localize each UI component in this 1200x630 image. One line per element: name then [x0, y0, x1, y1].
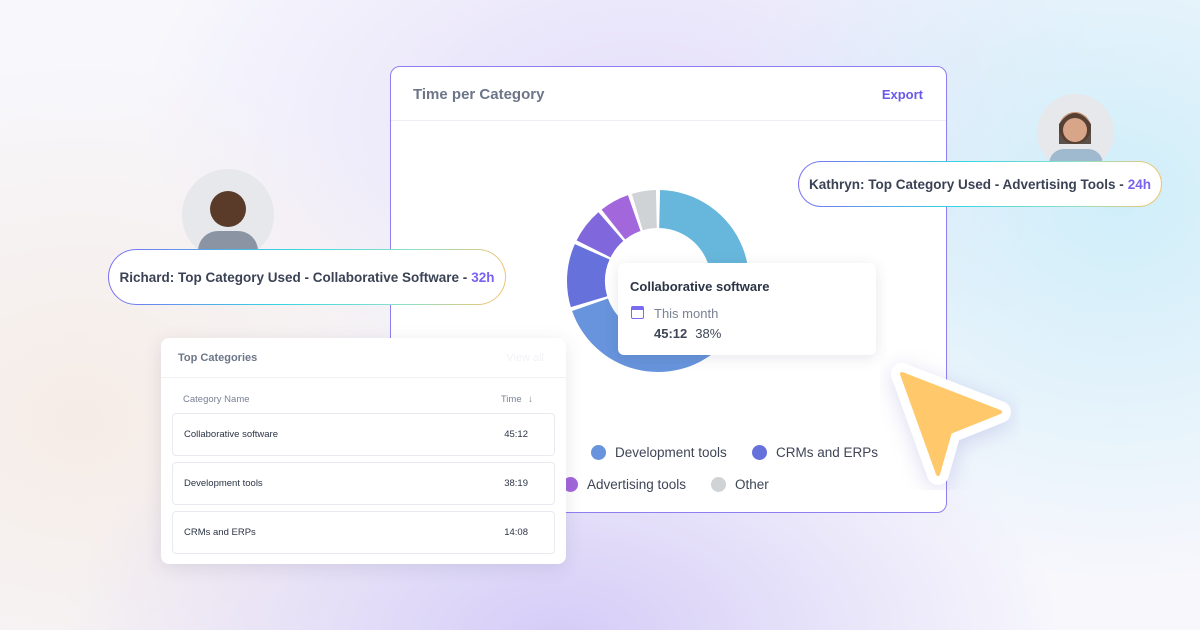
cursor-arrow-icon [891, 363, 1011, 485]
tooltip-time: 45:12 [654, 326, 688, 341]
row-name: Collaborative software [184, 429, 278, 440]
arrow-down-icon: ↓ [528, 394, 533, 405]
tooltip-value: 45:12 38% [654, 326, 721, 341]
tooltip-period: This month [654, 306, 719, 321]
richard-badge-text: Richard: Top Category Used - Collaborati… [119, 269, 468, 285]
donut-segment[interactable] [567, 244, 610, 308]
row-time: 45:12 [504, 429, 528, 440]
export-button[interactable]: Export [881, 87, 923, 102]
view-all-link[interactable]: View all [506, 352, 544, 364]
kathryn-badge: Kathryn: Top Category Used - Advertising… [798, 161, 1162, 207]
row-time: 38:19 [504, 478, 528, 489]
tooltip-title: Collaborative software [630, 279, 770, 294]
kathryn-badge-text: Kathryn: Top Category Used - Advertising… [808, 176, 1124, 192]
legend-item[interactable]: Advertising tools [563, 477, 686, 492]
divider [391, 120, 946, 121]
legend-item[interactable]: CRMs and ERPs [752, 445, 878, 460]
table-title: Top Categories [178, 352, 258, 364]
column-header-name[interactable]: Category Name [183, 394, 250, 405]
column-header-time-label: Time [500, 394, 522, 405]
legend-label: Other [735, 477, 769, 492]
chart-tooltip: Collaborative software This month 45:12 3… [618, 263, 876, 355]
row-name: CRMs and ERPs [184, 527, 256, 538]
legend-label: Advertising tools [587, 477, 687, 492]
row-name: Development tools [184, 478, 263, 489]
tooltip-percent: 38% [695, 326, 722, 341]
kathryn-hours: 24h [1127, 176, 1152, 192]
top-categories-card: Top Categories View all Category Name Ti… [161, 338, 566, 564]
richard-badge: Richard: Top Category Used - Collaborati… [108, 249, 506, 305]
legend-label: Development tools [615, 445, 727, 460]
table-row[interactable]: Collaborative software 45:12 [172, 413, 555, 456]
legend-item[interactable]: Development tools [591, 445, 727, 460]
donut-segment[interactable] [631, 190, 657, 231]
kathryn-avatar [1037, 94, 1114, 171]
legend-label: CRMs and ERPs [776, 445, 879, 460]
richard-hours: 32h [471, 269, 495, 285]
row-time: 14:08 [504, 527, 528, 538]
legend-dot [563, 477, 578, 492]
richard-avatar [182, 169, 274, 261]
calendar-icon [631, 306, 644, 319]
legend-dot [591, 445, 606, 460]
legend-item[interactable]: Other [711, 477, 769, 492]
divider [161, 377, 566, 378]
table-row[interactable]: CRMs and ERPs 14:08 [172, 511, 555, 554]
column-header-time[interactable]: Time ↓ [501, 394, 533, 405]
donut-segment[interactable] [576, 212, 624, 258]
legend-dot [711, 477, 726, 492]
table-row[interactable]: Development tools 38:19 [172, 462, 555, 505]
card-title: Time per Category [413, 86, 545, 103]
legend-dot [752, 445, 767, 460]
donut-segment[interactable] [601, 195, 641, 240]
